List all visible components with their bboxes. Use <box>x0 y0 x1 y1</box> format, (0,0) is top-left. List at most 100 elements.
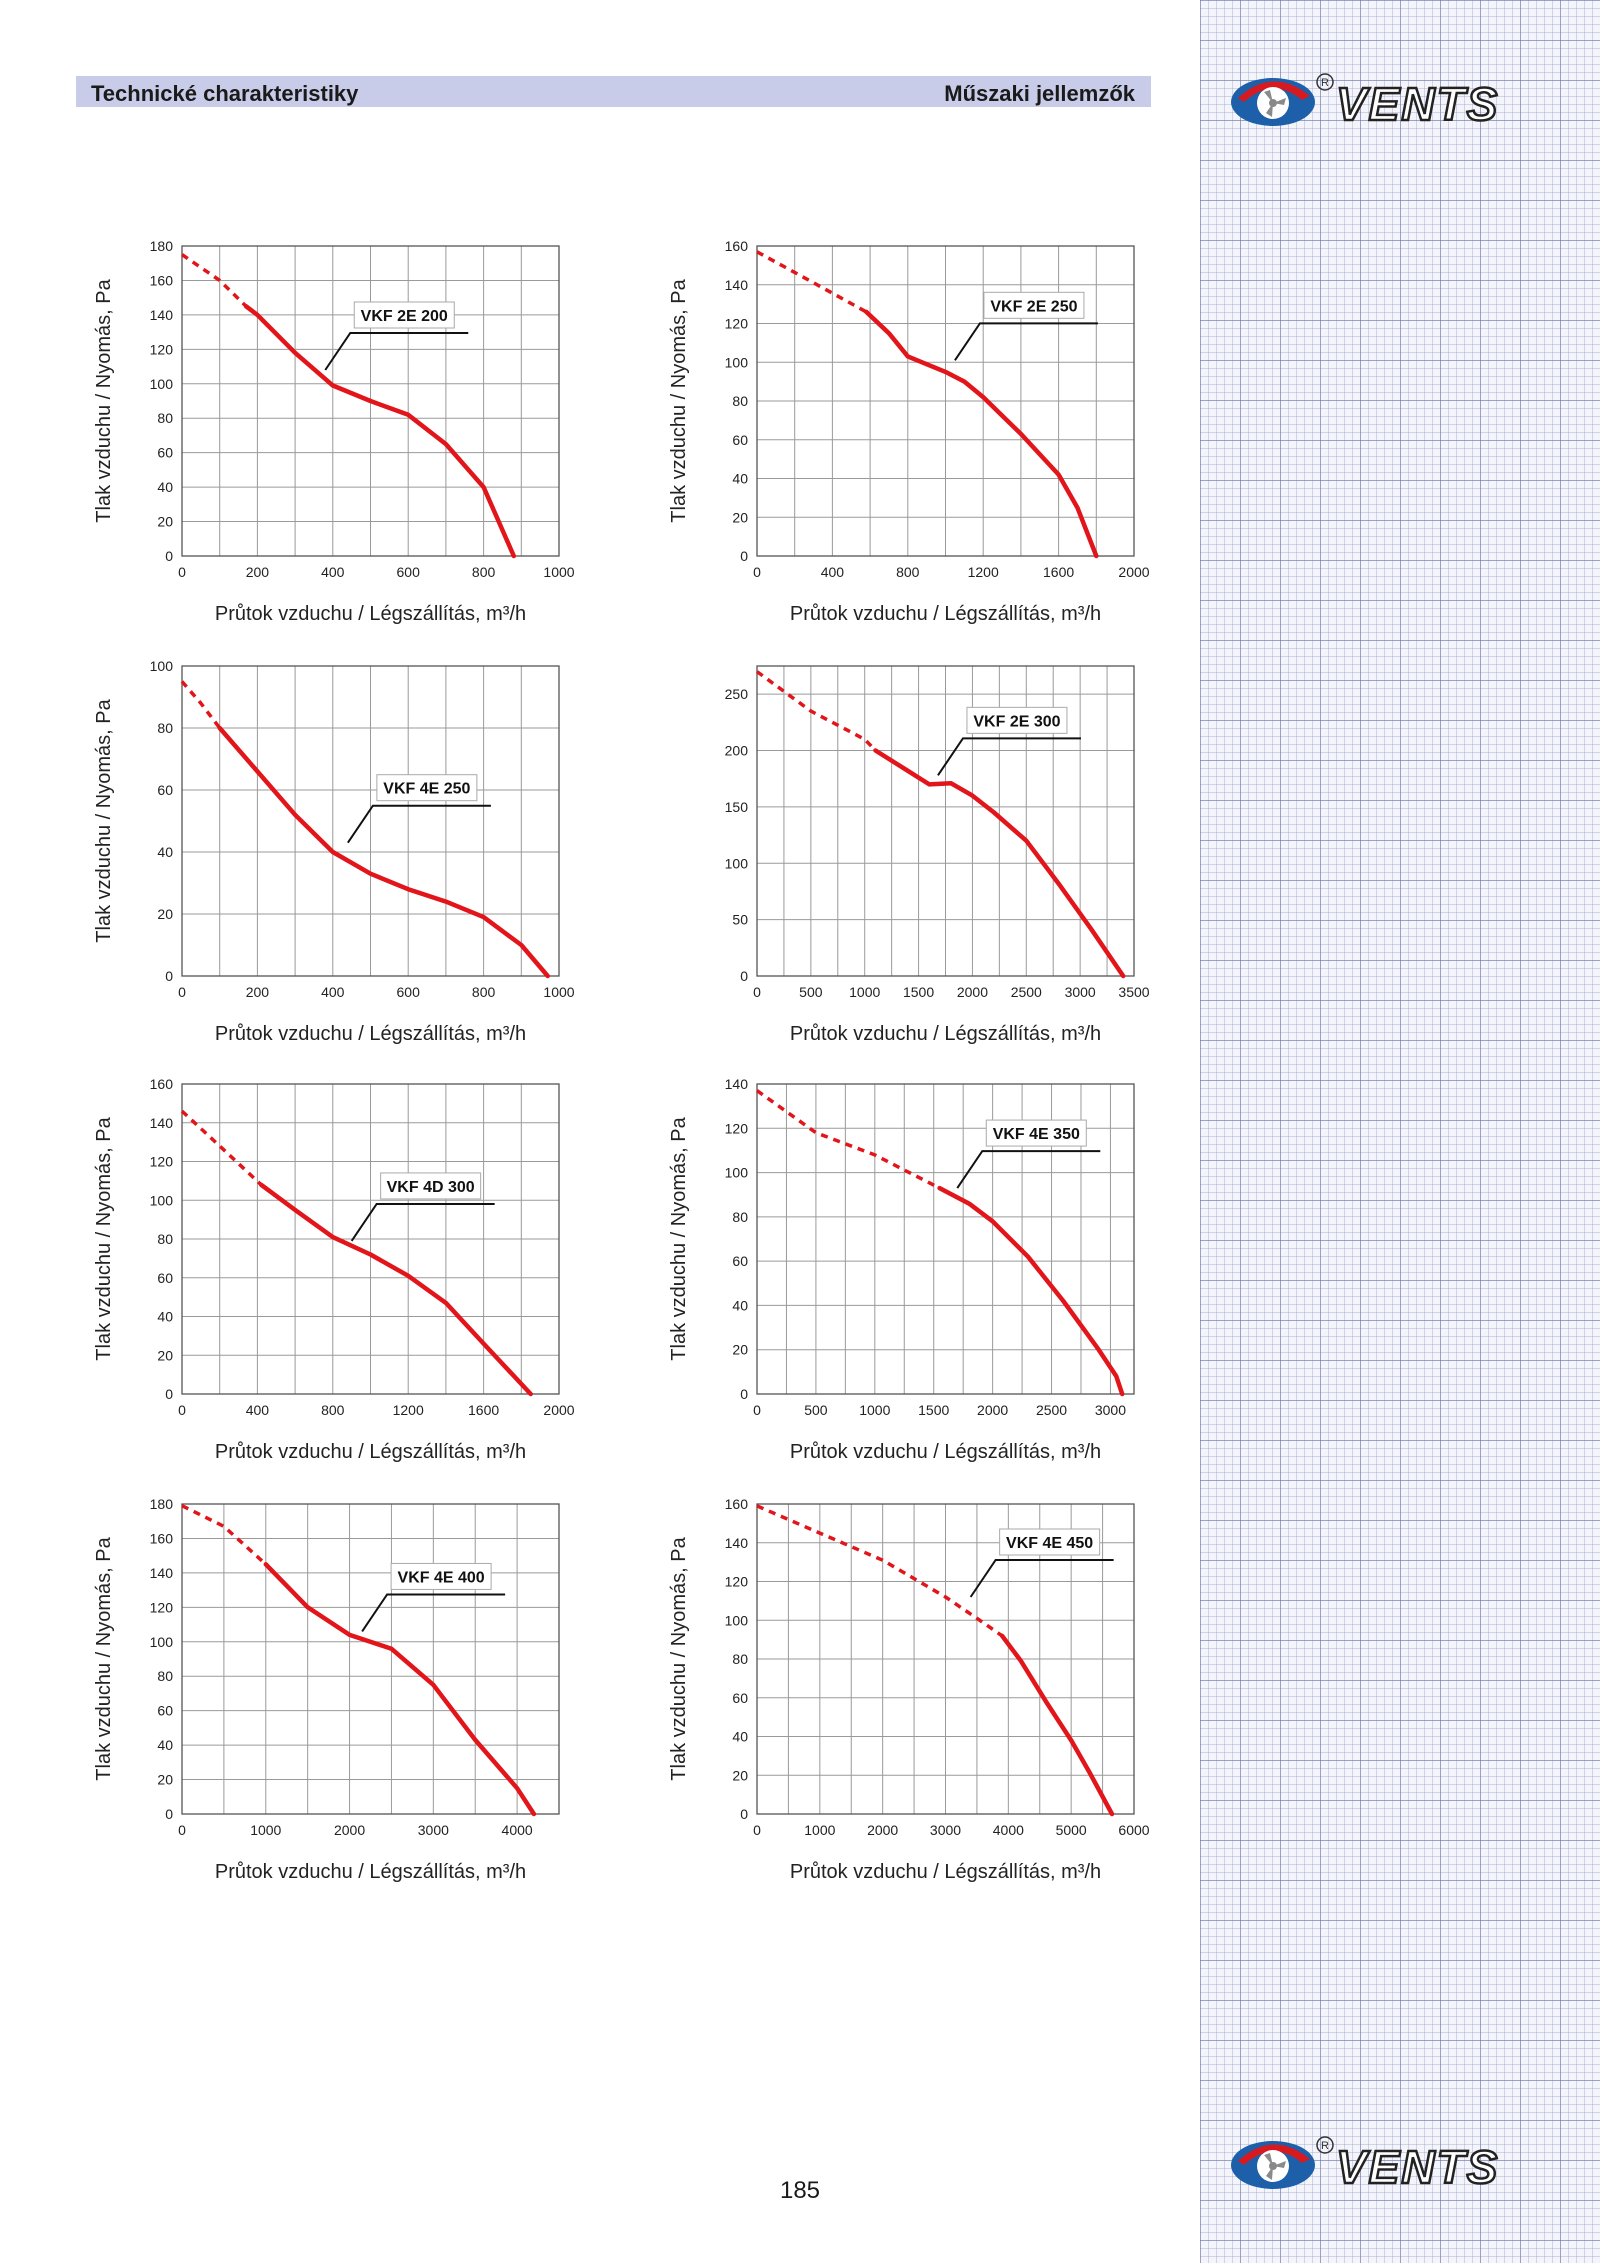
y-tick-label: 120 <box>150 341 174 357</box>
series-label-box <box>376 774 478 802</box>
curve-solid-vkf-2e-250 <box>864 309 1099 559</box>
y-tick-label: 60 <box>157 782 173 798</box>
label-leader-line <box>324 332 469 371</box>
x-axis-label: Průtok vzduchu / Légszállítás, m³/h <box>790 1861 1101 1883</box>
y-tick-label: 20 <box>157 1347 173 1363</box>
brand-wordmark: VENTS <box>1336 78 1499 130</box>
plot-frame <box>181 1503 560 1815</box>
y-tick-label: 0 <box>165 548 173 564</box>
series-label: VKF 4E 350 <box>993 1126 1080 1143</box>
x-tick-label: 400 <box>821 564 845 580</box>
y-axis-label: Tlak vzduchu / Nyomás, Pa <box>93 278 115 522</box>
x-tick-label: 2000 <box>1118 564 1149 580</box>
x-tick-label: 1000 <box>859 1402 890 1418</box>
x-tick-label: 2500 <box>1011 984 1042 1000</box>
x-tick-label: 2000 <box>334 1822 365 1838</box>
y-tick-label: 0 <box>165 1386 173 1402</box>
chart-vkf-4e-450: 0 1000 2000 3000 4000 5000 6000 0 20 40 60 80 100 120… <box>668 1496 1150 1883</box>
registered-icon <box>1316 73 1334 91</box>
y-tick-label: 160 <box>150 1530 174 1546</box>
y-tick-label: 40 <box>732 1729 748 1745</box>
curve-solid-vkf-4e-350 <box>937 1185 1125 1397</box>
y-tick-label: 200 <box>725 743 749 759</box>
chart-vkf-4e-250: 0 200 400 600 800 1000 0 20 40 60 80 100 Průtok vzdu… <box>93 658 575 1045</box>
series-label: VKF 4E 250 <box>383 781 470 798</box>
y-axis-label: Tlak vzduchu / Nyomás, Pa <box>93 698 115 942</box>
x-tick-label: 1500 <box>903 984 934 1000</box>
y-tick-label: 160 <box>725 238 749 254</box>
x-axis-label: Průtok vzduchu / Légszállítás, m³/h <box>790 1441 1101 1463</box>
y-tick-label: 120 <box>150 1599 174 1615</box>
chart-vkf-2e-300: 0 500 1000 1500 2000 2500 3000 3500 0 50 100 150 200… <box>725 665 1150 1045</box>
curve-dashed-vkf-2e-200 <box>181 253 248 308</box>
y-tick-label: 0 <box>740 1386 748 1402</box>
series-label-box <box>380 1172 482 1200</box>
x-tick-label: 0 <box>753 564 761 580</box>
x-axis-label: Průtok vzduchu / Légszállítás, m³/h <box>215 603 526 625</box>
y-tick-label: 80 <box>732 1651 748 1667</box>
y-tick-label: 40 <box>732 471 748 487</box>
x-tick-label: 200 <box>246 984 270 1000</box>
plot-frame <box>756 665 1135 977</box>
brand-logo-bottom: R VENTS <box>1231 2136 1499 2194</box>
brand-wordmark: VENTS <box>1336 2141 1499 2193</box>
series-label: VKF 4D 300 <box>387 1179 475 1196</box>
y-tick-label: 0 <box>165 1806 173 1822</box>
x-tick-label: 200 <box>246 564 270 580</box>
y-tick-label: 140 <box>150 307 174 323</box>
x-axis-label: Průtok vzduchu / Légszállítás, m³/h <box>790 1023 1101 1045</box>
x-tick-label: 1200 <box>393 1402 424 1418</box>
x-tick-label: 3000 <box>418 1822 449 1838</box>
y-tick-label: 80 <box>732 1209 748 1225</box>
chart-vkf-4d-300: 0 400 800 1200 1600 2000 0 20 40 60 80 100 120 140 160… <box>93 1076 575 1463</box>
x-tick-label: 3500 <box>1118 984 1149 1000</box>
curve-solid-vkf-2e-300 <box>873 748 1126 979</box>
x-axis-label: Průtok vzduchu / Légszállítás, m³/h <box>215 1023 526 1045</box>
curve-solid-vkf-2e-200 <box>243 304 517 559</box>
y-tick-label: 120 <box>725 1120 749 1136</box>
y-tick-label: 140 <box>725 1076 749 1092</box>
series-label-box <box>985 1119 1087 1147</box>
x-tick-label: 5000 <box>1056 1822 1087 1838</box>
y-axis-label: Tlak vzduchu / Nyomás, Pa <box>668 278 690 522</box>
x-tick-label: 0 <box>753 1402 761 1418</box>
curve-solid-vkf-4e-400 <box>263 1562 537 1817</box>
y-tick-label: 80 <box>157 720 173 736</box>
plot-frame <box>756 245 1135 557</box>
curve-dashed-vkf-4e-400 <box>181 1504 267 1566</box>
y-axis-label: Tlak vzduchu / Nyomás, Pa <box>668 1116 690 1360</box>
chart-vkf-2e-250: 0 400 800 1200 1600 2000 0 20 40 60 80 100 120 140 160… <box>668 238 1150 625</box>
y-tick-label: 40 <box>732 1297 748 1313</box>
y-tick-label: 80 <box>157 1668 173 1684</box>
series-label: VKF 2E 200 <box>361 308 448 325</box>
plot-frame <box>756 1083 1135 1395</box>
x-tick-label: 800 <box>472 984 496 1000</box>
series-label-box <box>966 706 1068 734</box>
y-tick-label: 0 <box>740 968 748 984</box>
x-tick-label: 1000 <box>543 564 574 580</box>
y-tick-label: 160 <box>150 272 174 288</box>
y-tick-label: 140 <box>150 1565 174 1581</box>
x-tick-label: 2500 <box>1036 1402 1067 1418</box>
y-tick-label: 60 <box>732 1690 748 1706</box>
brand-logo-top: R VENTS <box>1231 73 1499 131</box>
plot-frame <box>181 245 560 557</box>
y-tick-label: 100 <box>150 1192 174 1208</box>
series-label-box <box>999 1528 1101 1556</box>
y-axis-label: Tlak vzduchu / Nyomás, Pa <box>93 1536 115 1780</box>
svg-text:R: R <box>1321 77 1329 89</box>
x-tick-label: 1000 <box>849 984 880 1000</box>
y-axis-label: Tlak vzduchu / Nyomás, Pa <box>668 1536 690 1780</box>
grid <box>181 1503 560 1815</box>
y-tick-label: 100 <box>725 354 749 370</box>
y-tick-label: 80 <box>157 410 173 426</box>
x-tick-label: 1000 <box>804 1822 835 1838</box>
label-leader-line <box>937 737 1081 776</box>
chart-vkf-4e-400: 0 1000 2000 3000 4000 0 20 40 60 80 100 120 140 160 18… <box>93 1496 560 1883</box>
y-tick-label: 0 <box>740 1806 748 1822</box>
y-tick-label: 100 <box>150 376 174 392</box>
x-tick-label: 1200 <box>968 564 999 580</box>
fan-icon <box>1231 2141 1315 2189</box>
y-tick-label: 140 <box>150 1115 174 1131</box>
y-tick-label: 40 <box>157 1737 173 1753</box>
